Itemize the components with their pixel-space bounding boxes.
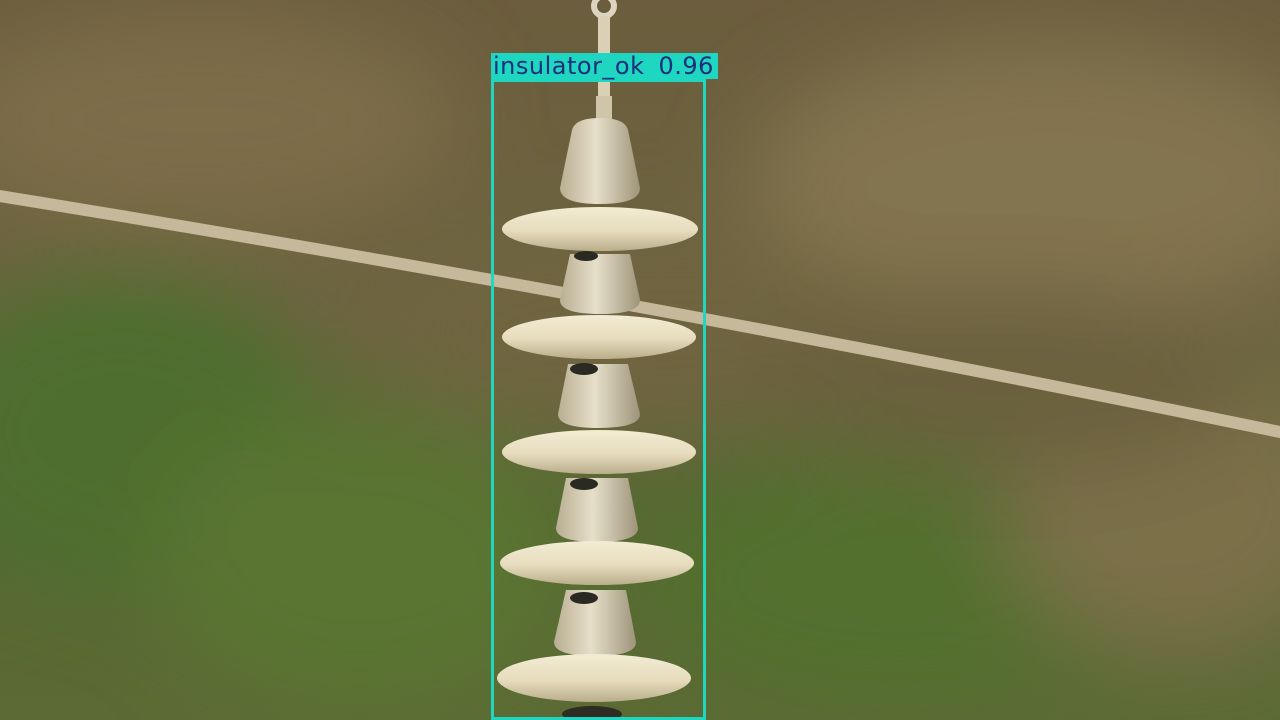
detection-confidence: 0.96: [658, 52, 714, 80]
detection-bounding-box: [491, 79, 706, 720]
detection-label: insulator_ok 0.96: [491, 53, 718, 79]
insulator-string: [497, 0, 698, 720]
power-line: [0, 190, 1280, 438]
detection-class: insulator_ok: [493, 52, 645, 80]
